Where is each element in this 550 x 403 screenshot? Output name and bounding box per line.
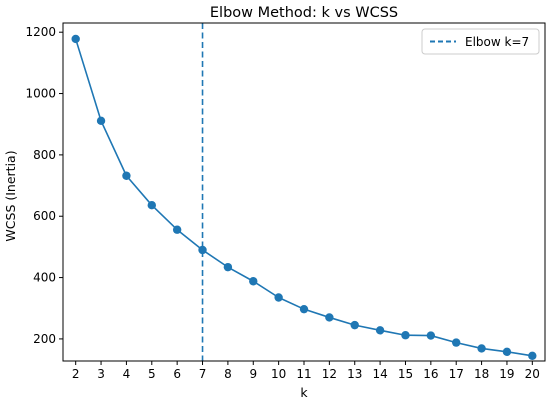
x-tick-label: 3 xyxy=(97,367,105,381)
x-tick-label: 14 xyxy=(372,367,387,381)
data-point xyxy=(375,326,385,335)
data-point xyxy=(96,116,106,126)
data-point xyxy=(502,347,512,356)
x-tick-label: 4 xyxy=(123,367,131,381)
x-tick-label: 6 xyxy=(173,367,181,381)
legend-box xyxy=(421,28,540,55)
y-tick-label: 600 xyxy=(33,209,56,223)
x-tick-label: 7 xyxy=(199,367,207,381)
x-tick-label: 13 xyxy=(347,367,362,381)
data-point xyxy=(274,293,283,302)
legend-label: Elbow k=7 xyxy=(465,35,529,49)
y-tick-label: 1000 xyxy=(25,87,56,101)
data-point xyxy=(249,277,258,286)
data-point xyxy=(528,351,537,360)
x-tick-label: 8 xyxy=(224,367,232,381)
plot-area xyxy=(71,23,537,361)
x-tick-label: 16 xyxy=(423,367,438,381)
y-tick-label: 400 xyxy=(33,271,56,285)
data-point xyxy=(350,320,359,330)
y-tick-label: 800 xyxy=(33,148,56,162)
x-tick-label: 15 xyxy=(398,367,413,381)
y-axis-label: WCSS (Inertia) xyxy=(3,150,18,241)
data-point xyxy=(477,344,486,353)
chart-title: Elbow Method: k vs WCSS xyxy=(210,5,398,21)
x-tick-label: 20 xyxy=(525,367,540,381)
data-point xyxy=(426,331,436,340)
x-tick-label: 18 xyxy=(474,367,489,381)
data-point xyxy=(198,245,207,255)
data-point xyxy=(401,331,410,340)
x-axis-label: k xyxy=(300,385,308,400)
x-tick-label: 9 xyxy=(249,367,257,381)
data-point xyxy=(299,304,309,314)
x-tick-label: 11 xyxy=(296,367,311,381)
data-point xyxy=(147,200,156,210)
x-tick-label: 12 xyxy=(322,367,337,381)
x-tick-label: 5 xyxy=(148,367,156,381)
axes: 2 3 4 5 6 7 8 9 10 11 12 13 14 15 16 17 18 19 20 200 400 600 8… xyxy=(25,22,546,381)
y-tick-label: 1200 xyxy=(25,25,56,39)
data-point xyxy=(325,313,334,322)
data-point xyxy=(122,171,131,180)
x-tick-label: 2 xyxy=(72,367,80,381)
data-point xyxy=(71,34,80,44)
legend: Elbow k=7 xyxy=(421,28,540,55)
x-tick-label: 17 xyxy=(449,367,464,381)
data-point xyxy=(452,338,461,347)
data-point xyxy=(172,225,182,234)
y-tick-label: 200 xyxy=(33,332,56,346)
data-point xyxy=(223,262,233,272)
x-tick-label: 10 xyxy=(271,367,286,381)
x-tick-label: 19 xyxy=(499,367,514,381)
